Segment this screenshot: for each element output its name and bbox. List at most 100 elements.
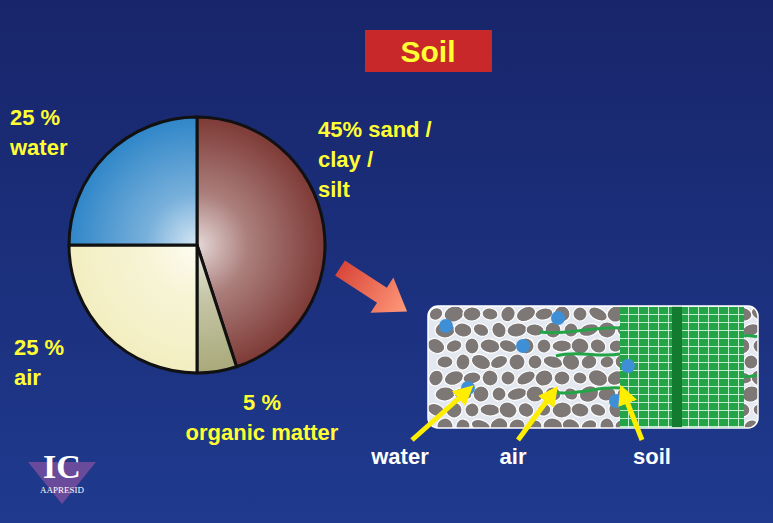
root-hair [540, 328, 620, 333]
slice-label-part: 5 % [243, 390, 281, 415]
annotation-label: water [370, 444, 429, 469]
slice-label: 25 % [14, 335, 64, 360]
soil-particle [428, 368, 446, 389]
pie-slice [69, 117, 197, 245]
soil-particle [481, 307, 499, 321]
soil-particle [506, 386, 528, 402]
logo: ICAAPRESID [28, 448, 96, 504]
soil-particle [533, 368, 555, 388]
pie-slice [69, 245, 197, 373]
soil-particle [552, 340, 572, 352]
soil-particle [570, 402, 590, 418]
water-blob [551, 311, 565, 325]
logo-subtitle: AAPRESID [40, 485, 85, 495]
soil-particle [536, 338, 553, 355]
slice-label-part: clay / [318, 147, 373, 172]
soil-particle [470, 417, 493, 428]
soil-particle [464, 402, 480, 418]
soil-particle [742, 353, 758, 371]
soil-particle [499, 369, 517, 387]
soil-particle [514, 306, 538, 325]
annotation-label: air [500, 444, 527, 469]
root-hair [744, 335, 758, 336]
soil-particle [480, 403, 501, 416]
soil-particle [497, 337, 518, 354]
annotation-arrow [518, 394, 552, 440]
root [620, 306, 744, 428]
water-blob [609, 394, 623, 408]
logo-text: IC [43, 448, 81, 485]
slice-label: 25 % [10, 105, 60, 130]
soil-particle [572, 306, 589, 322]
soil-particle [507, 417, 526, 428]
soil-particle [437, 356, 454, 369]
diagram-inner [428, 306, 758, 428]
soil-particle [586, 306, 609, 324]
soil-particle [487, 415, 510, 428]
soil-particle [488, 353, 509, 371]
slice-label-part: silt [318, 177, 350, 202]
soil-particle [534, 306, 554, 321]
diagram-ground [428, 306, 758, 428]
annotation-label: soil [633, 444, 671, 469]
root-hair [550, 388, 620, 393]
diagram [425, 303, 773, 437]
soil-particle [499, 306, 518, 324]
soil-particle [526, 386, 544, 402]
soil-particle [506, 322, 528, 339]
slice-label-part: sand / [362, 117, 432, 142]
slice-label: organic matter [186, 420, 339, 445]
soil-particle [579, 417, 598, 428]
slice-label: 5 % [243, 390, 281, 415]
water-blob [439, 319, 453, 333]
soil-particle [508, 353, 527, 372]
slice-label-part: air [14, 365, 41, 390]
arrow [329, 250, 419, 329]
water-blob [516, 339, 530, 353]
slice-label: 45% sand / [318, 117, 432, 142]
soil-particle [751, 337, 758, 355]
soil-particle [599, 355, 614, 368]
soil-particle [463, 306, 482, 321]
soil-particle [453, 321, 474, 338]
soil-particle [528, 355, 542, 369]
pie [69, 117, 325, 373]
soil-particle [542, 416, 565, 428]
slice-label: water [9, 135, 68, 160]
soil-particle [444, 338, 463, 355]
soil-particle [560, 416, 582, 428]
title-group: Soil [365, 30, 492, 72]
soil-particle [526, 323, 545, 336]
title: Soil [400, 35, 455, 68]
slice-label: clay / [318, 147, 373, 172]
root-hair [744, 375, 758, 376]
annotation-arrow [412, 392, 466, 440]
soil-particle [490, 385, 509, 404]
slice-label-part: water [9, 135, 68, 160]
soil-particle [597, 321, 616, 338]
soil-particle [434, 386, 455, 402]
background [0, 0, 773, 523]
soil-particle [514, 368, 537, 388]
soil-particle [551, 401, 572, 419]
diagram-frame [428, 306, 758, 428]
soil-particle [751, 402, 758, 418]
canvas: Soil 45% sand / clay / silt 5 % organic matte… [0, 0, 773, 523]
soil-particle [469, 352, 493, 373]
slice-label: air [14, 365, 41, 390]
pie-slice [197, 245, 237, 373]
soil-particle [588, 336, 608, 355]
soil-particle [572, 371, 588, 385]
soil-particle [455, 353, 472, 371]
slice-label-part: 25 % [10, 105, 60, 130]
annotation-arrow [624, 394, 642, 440]
root-core [672, 306, 682, 428]
soil-particle [455, 418, 470, 428]
soil-particle [490, 320, 509, 340]
soil-particle [497, 400, 519, 420]
soil-particle [479, 338, 501, 354]
soil-particle [481, 369, 498, 386]
soil-particle [554, 371, 571, 386]
soil-particle [742, 418, 758, 428]
slice-label: silt [318, 177, 350, 202]
